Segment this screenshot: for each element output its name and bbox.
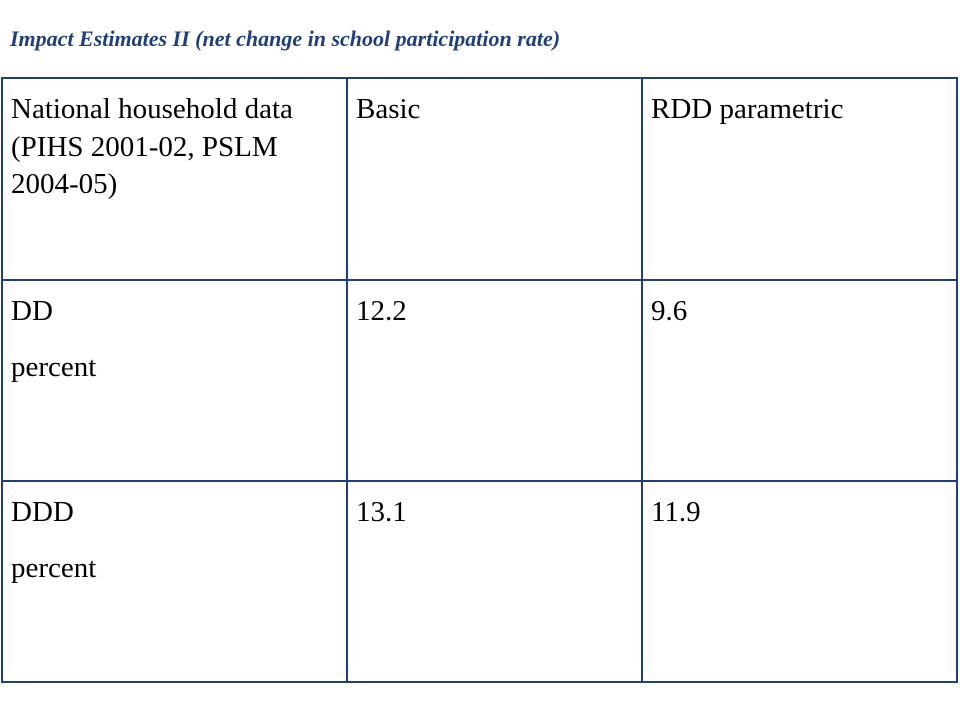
table-cell: 13.1 <box>346 480 643 683</box>
table-cell: 9.6 <box>641 279 958 482</box>
cell-text: 11.9 <box>651 496 701 528</box>
table: National household data (PIHS 2001-02, P… <box>1 77 958 683</box>
cell-text: National household data (PIHS 2001-02, P… <box>11 93 293 201</box>
cell-text: 13.1 <box>356 496 407 528</box>
table-cell: DD percent <box>1 279 348 482</box>
table-cell: RDD parametric <box>641 77 958 281</box>
table-cell: Basic <box>346 77 643 281</box>
table-row: National household data (PIHS 2001-02, P… <box>1 77 958 281</box>
cell-text: percent <box>11 551 97 584</box>
cell-text: DD <box>11 295 53 327</box>
cell-text: 9.6 <box>651 295 688 327</box>
slide-title: Impact Estimates II (net change in schoo… <box>10 26 561 51</box>
cell-text: RDD parametric <box>651 93 844 125</box>
cell-text: Basic <box>356 93 421 125</box>
table-row: DDD percent 13.1 11.9 <box>1 480 958 683</box>
table-cell: 11.9 <box>641 480 958 683</box>
table-row: DD percent 12.2 9.6 <box>1 279 958 482</box>
cell-text: 12.2 <box>356 295 407 327</box>
cell-text: DDD <box>11 496 74 528</box>
table-cell: 12.2 <box>346 279 643 482</box>
table-cell: National household data (PIHS 2001-02, P… <box>1 77 348 281</box>
table-cell: DDD percent <box>1 480 348 683</box>
cell-text: percent <box>11 350 97 383</box>
